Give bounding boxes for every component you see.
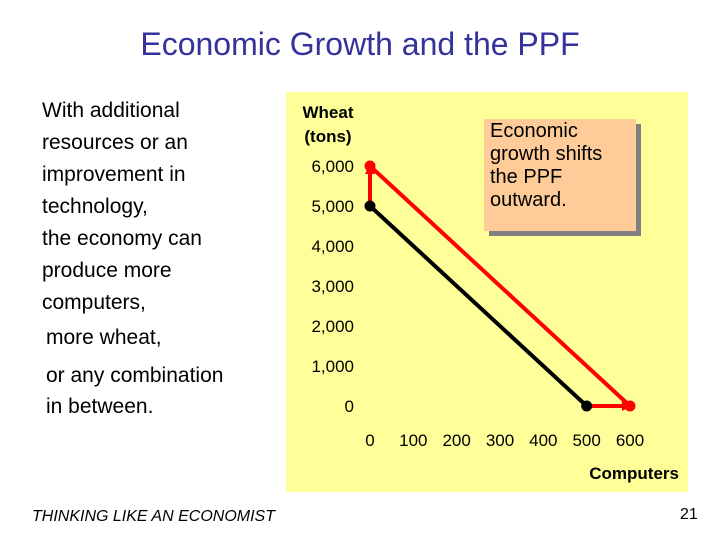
text-line: With additional [42, 99, 180, 122]
body-text-combination: or any combination in between. [46, 360, 276, 422]
new-ppf-line [368, 164, 632, 408]
text-line: technology, [42, 195, 148, 218]
x-tick-label: 200 [442, 431, 470, 450]
y-tick-label: 2,000 [311, 317, 354, 336]
x-tick-label: 0 [365, 431, 374, 450]
callout-text-line: outward. [490, 189, 567, 211]
text-line: the economy can [42, 227, 202, 250]
y-tick-label: 5,000 [311, 197, 354, 216]
x-tick-label: 400 [529, 431, 557, 450]
y-tick-label: 0 [345, 397, 354, 416]
ppf-series [368, 164, 632, 408]
text-line: in between. [46, 395, 154, 418]
callout-text-line: the PPF [490, 166, 562, 188]
y-axis-label: Wheat (tons) [303, 103, 354, 146]
x-axis-ticks: 0 100 200 300 400 500 600 [365, 431, 644, 450]
text-line: or any combination [46, 364, 224, 387]
x-tick-label: 100 [399, 431, 427, 450]
y-tick-label: 3,000 [311, 277, 354, 296]
original-ppf-point [581, 400, 593, 412]
y-tick-label: 6,000 [311, 157, 354, 176]
original-ppf-line [368, 204, 589, 408]
new-ppf-point [624, 400, 636, 412]
x-tick-label: 300 [486, 431, 514, 450]
new-ppf-point [364, 160, 376, 172]
x-axis-label: Computers [589, 464, 679, 483]
y-axis-label-line: (tons) [304, 127, 351, 146]
y-axis-ticks: 0 1,000 2,000 3,000 4,000 5,000 6,000 [311, 157, 354, 416]
endpoint-markers [364, 160, 636, 412]
ppf-chart: Wheat (tons) 0 1,000 2,000 3,000 4,000 5,000 6,… [286, 92, 688, 492]
y-tick-label: 1,000 [311, 357, 354, 376]
text-line: resources or an [42, 131, 188, 154]
slide-title: Economic Growth and the PPF [140, 26, 580, 62]
footer-text: THINKING LIKE AN ECONOMIST [32, 508, 275, 525]
x-tick-label: 500 [572, 431, 600, 450]
text-line: computers, [42, 291, 146, 314]
shift-arrows [365, 164, 632, 411]
callout-text-line: growth shifts [490, 143, 602, 165]
x-tick-label: 600 [616, 431, 644, 450]
callout-background [484, 119, 636, 231]
page-number: 21 [680, 506, 698, 523]
y-tick-label: 4,000 [311, 237, 354, 256]
y-axis-label-line: Wheat [303, 103, 354, 122]
body-text-resources: With additional resources or an improvem… [42, 95, 282, 319]
original-ppf-point [364, 200, 376, 212]
text-line: produce more [42, 259, 172, 282]
text-line: improvement in [42, 163, 186, 186]
body-text-wheat: more wheat, [46, 326, 162, 349]
callout-text-line: Economic [490, 120, 578, 142]
